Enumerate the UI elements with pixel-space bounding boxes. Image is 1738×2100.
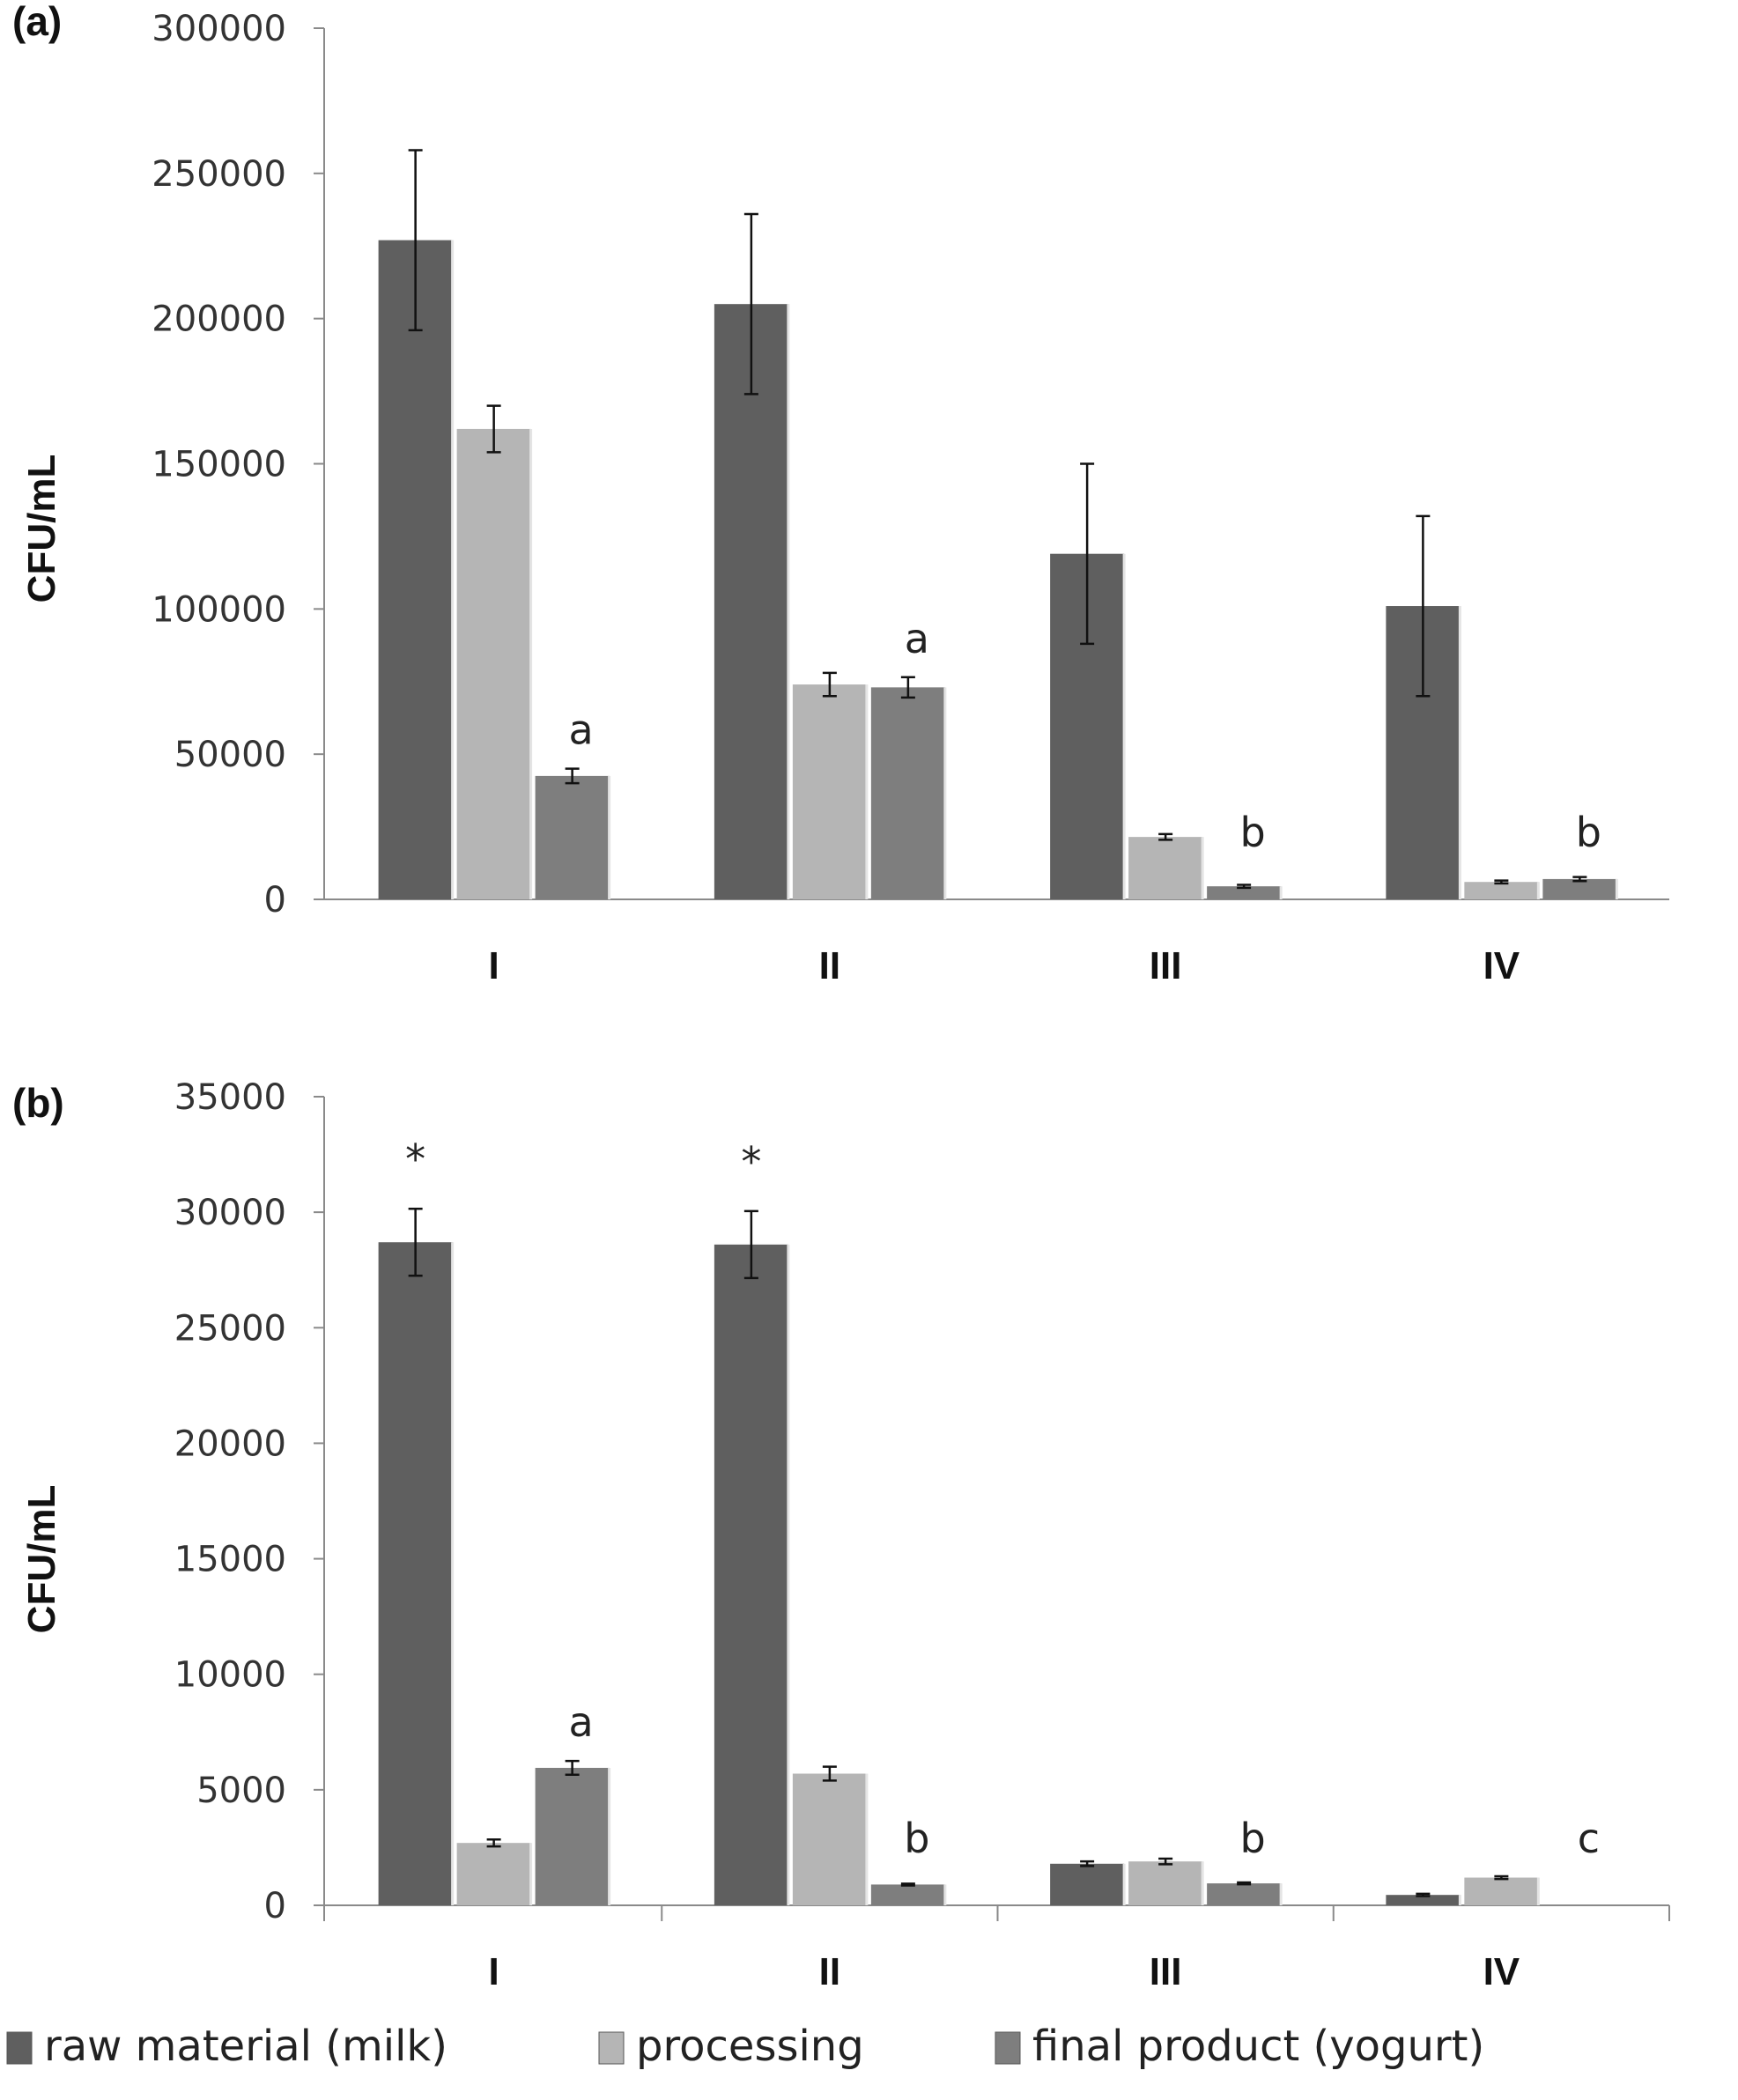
error-bar-final-product-yogurt-ii xyxy=(900,1882,915,1887)
bar-raw-material-milk-iv xyxy=(1386,1895,1461,1905)
legend-label: final product (yogurt) xyxy=(1032,2022,1484,2071)
panel-label: (b) xyxy=(12,1080,64,1126)
bar-processing-i xyxy=(456,428,531,899)
annotation-ii-a: a xyxy=(905,615,929,662)
bar-final-product-yogurt-ii xyxy=(870,1884,945,1905)
bar-processing-i xyxy=(456,1843,531,1905)
error-bar-processing-iii xyxy=(1158,832,1173,841)
error-bar-final-product-yogurt-i xyxy=(565,767,580,785)
panel-b: (b) CFU/mL 0 5000 10000 15000 20000 25000 30000 3… xyxy=(12,1077,1670,1993)
y-tick-label: 10000 xyxy=(174,1655,286,1696)
y-tick-label: 0 xyxy=(264,1886,286,1926)
annotation-ii-b: b xyxy=(904,1815,929,1862)
y-tick-label: 300000 xyxy=(152,9,286,49)
y-tick-label: 15000 xyxy=(174,1540,286,1580)
legend-item-final-product-yogurt: final product (yogurt) xyxy=(995,2022,1484,2071)
bar-final-product-yogurt-iii xyxy=(1207,886,1282,899)
category-label-i: I xyxy=(489,1950,499,1993)
legend: raw material (milk) processing final produ… xyxy=(6,2022,1484,2071)
error-bar-final-product-yogurt-iii xyxy=(1237,884,1252,890)
panel-label: (a) xyxy=(12,0,62,44)
y-tick-label: 30000 xyxy=(174,1193,286,1233)
y-tick-label: 20000 xyxy=(174,1423,286,1464)
error-bar-final-product-yogurt-iii xyxy=(1237,1881,1252,1886)
bar-processing-iv xyxy=(1464,882,1539,899)
legend-swatch xyxy=(995,2031,1021,2065)
y-tick-label: 0 xyxy=(264,880,286,921)
annotation-iii-b: b xyxy=(1240,1815,1266,1862)
bar-raw-material-milk-i xyxy=(378,1242,453,1905)
error-bar-processing-ii xyxy=(822,1765,837,1782)
legend-swatch xyxy=(6,2031,33,2065)
y-tick-label: 250000 xyxy=(152,154,286,195)
error-bar-processing-iv xyxy=(1494,1874,1509,1881)
error-bar-raw-material-milk-i xyxy=(408,149,423,332)
category-label-iii: III xyxy=(1150,944,1182,987)
bar-processing-ii xyxy=(792,684,867,899)
y-axis-title: CFU/mL xyxy=(20,1485,63,1634)
bar-raw-material-milk-iii xyxy=(1050,1863,1125,1905)
legend-label: processing xyxy=(636,2022,864,2071)
category-label-ii: II xyxy=(819,944,840,987)
bar-raw-material-milk-ii xyxy=(714,1244,788,1905)
error-bar-raw-material-milk-i xyxy=(408,1207,423,1277)
annotation-iii-b: b xyxy=(1240,809,1266,856)
bar-final-product-yogurt-i xyxy=(535,775,610,899)
bar-final-product-yogurt-iii xyxy=(1207,1883,1282,1905)
legend-swatch xyxy=(598,2031,625,2065)
bar-final-product-yogurt-i xyxy=(535,1767,610,1905)
annotation-i-a: a xyxy=(569,1698,594,1746)
y-tick-label: 5000 xyxy=(196,1771,286,1811)
error-bar-processing-i xyxy=(486,404,501,454)
error-bar-final-product-yogurt-i xyxy=(565,1759,580,1777)
error-bar-raw-material-milk-ii xyxy=(743,212,758,396)
y-tick-label: 100000 xyxy=(152,589,286,630)
bar-processing-iii xyxy=(1128,1861,1203,1905)
error-bar-raw-material-milk-iii xyxy=(1080,1860,1095,1867)
legend-item-processing: processing xyxy=(598,2022,864,2071)
error-bar-raw-material-milk-iv xyxy=(1416,1892,1431,1897)
annotation-ii-asterisk: * xyxy=(741,1138,761,1186)
error-bar-raw-material-milk-iii xyxy=(1080,462,1095,646)
legend-label: raw material (milk) xyxy=(44,2022,447,2071)
category-label-iv: IV xyxy=(1483,944,1520,987)
y-tick-label: 150000 xyxy=(152,445,286,485)
bar-raw-material-milk-ii xyxy=(714,304,788,899)
y-tick-label: 25000 xyxy=(174,1308,286,1349)
bar-raw-material-milk-i xyxy=(378,240,453,899)
annotation-i-asterisk: * xyxy=(405,1135,425,1183)
error-bar-final-product-yogurt-ii xyxy=(900,676,915,699)
annotation-i-a: a xyxy=(569,706,594,754)
error-bar-processing-iv xyxy=(1494,879,1509,885)
category-label-ii: II xyxy=(819,1950,840,1993)
category-label-iv: IV xyxy=(1483,1950,1520,1993)
error-bar-raw-material-milk-iv xyxy=(1416,514,1431,698)
panel-a: (a) CFU/mL 0 50000 100000 150000 200000 250000 3… xyxy=(12,0,1669,987)
legend-item-raw-material-milk: raw material (milk) xyxy=(6,2022,447,2071)
annotation-iv-b: b xyxy=(1576,809,1601,856)
category-label-iii: III xyxy=(1150,1950,1182,1993)
error-bar-processing-i xyxy=(486,1838,501,1848)
y-tick-label: 200000 xyxy=(152,299,286,340)
error-bar-final-product-yogurt-iv xyxy=(1572,876,1587,883)
y-tick-label: 50000 xyxy=(174,735,286,775)
bar-final-product-yogurt-ii xyxy=(870,687,945,899)
bar-processing-iv xyxy=(1464,1877,1539,1905)
bar-processing-iii xyxy=(1128,837,1203,899)
y-tick-label: 35000 xyxy=(174,1077,286,1118)
y-axis-title: CFU/mL xyxy=(20,455,63,603)
bar-processing-ii xyxy=(792,1773,867,1905)
annotation-iv-c: c xyxy=(1578,1815,1600,1862)
error-bar-processing-iii xyxy=(1158,1857,1173,1866)
error-bar-processing-ii xyxy=(822,671,837,698)
category-label-i: I xyxy=(489,944,499,987)
error-bar-raw-material-milk-ii xyxy=(743,1209,758,1280)
bar-final-product-yogurt-iv xyxy=(1542,878,1617,899)
